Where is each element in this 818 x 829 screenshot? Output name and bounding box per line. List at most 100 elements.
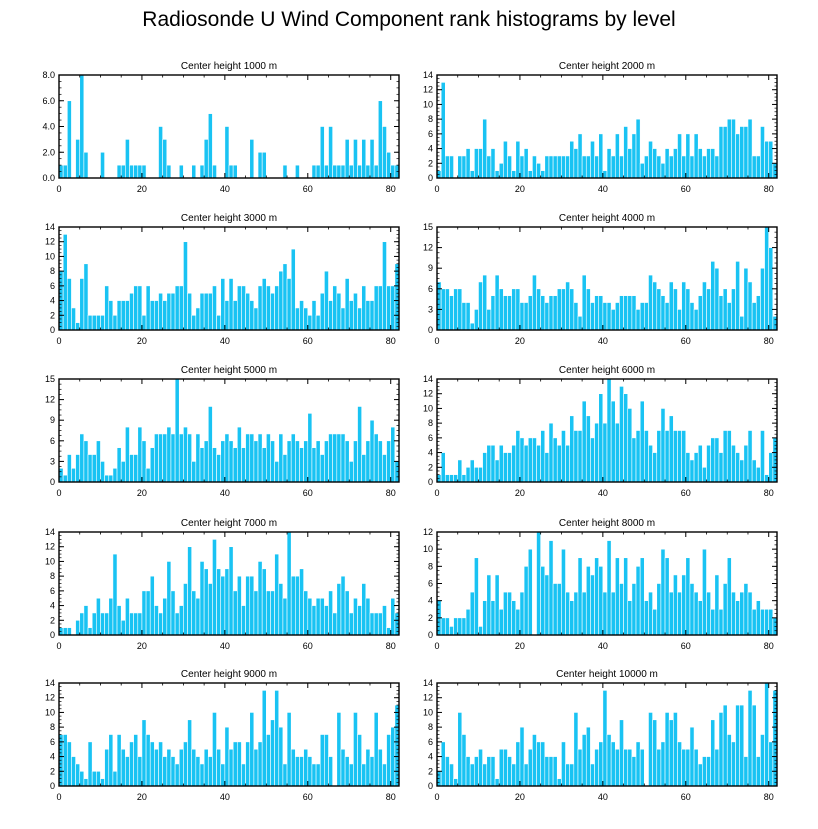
histogram-bar: [602, 690, 608, 787]
histogram-bar: [623, 295, 629, 331]
x-tick-label: 0: [56, 336, 61, 346]
histogram-bar: [619, 386, 624, 483]
histogram-bar: [344, 139, 350, 179]
histogram-bar: [133, 612, 139, 636]
histogram-bar: [66, 627, 72, 636]
histogram-bar: [743, 583, 749, 636]
histogram-bar: [62, 474, 68, 483]
histogram-bar: [386, 734, 392, 787]
histogram-bar: [606, 540, 612, 636]
histogram-bar: [274, 553, 280, 636]
histogram-bar: [614, 422, 620, 483]
y-tick-label: 8.0: [42, 70, 55, 80]
histogram-bar: [332, 164, 338, 179]
histogram-bar: [257, 433, 263, 483]
histogram-bar: [494, 778, 500, 787]
histogram-bar: [648, 444, 653, 483]
histogram-bar: [660, 741, 666, 787]
histogram-bar: [581, 274, 587, 331]
histogram-bar: [755, 756, 761, 787]
histogram-bar: [602, 591, 608, 636]
histogram-bar: [170, 590, 176, 636]
y-tick-label: 9: [428, 263, 433, 273]
histogram-bar: [377, 440, 383, 483]
histogram-bar: [253, 748, 259, 787]
histogram-bar: [681, 155, 687, 179]
histogram-bar: [307, 597, 313, 636]
histogram-bar: [257, 741, 263, 787]
y-tick-label: 12: [45, 237, 55, 247]
histogram-bar: [677, 133, 682, 179]
x-tick-label: 80: [386, 792, 396, 802]
histogram-bar: [606, 302, 612, 331]
histogram-bar: [697, 763, 703, 787]
histogram-bar: [311, 605, 317, 636]
y-tick-label: 2: [50, 615, 55, 625]
histogram-bar: [191, 314, 197, 331]
histogram-bar: [286, 531, 292, 636]
histogram-bar: [348, 612, 354, 636]
histogram-bar: [365, 164, 371, 179]
histogram-bar: [648, 591, 653, 636]
histogram-bar: [79, 612, 85, 636]
histogram-bar: [515, 741, 521, 787]
histogram-bar: [340, 164, 346, 179]
histogram-bar: [79, 74, 85, 179]
y-tick-label: 10: [45, 707, 55, 717]
histogram-bar: [482, 118, 488, 179]
histogram-bar: [303, 748, 309, 787]
histogram-bar: [498, 748, 504, 787]
histogram-bar: [585, 726, 591, 787]
histogram-bar: [710, 608, 716, 636]
histogram-bar: [149, 575, 155, 636]
histogram-bar: [340, 575, 346, 636]
histogram-bar: [453, 474, 459, 483]
histogram-bar: [278, 433, 284, 483]
histogram-bar: [324, 440, 329, 483]
histogram-bar: [544, 302, 550, 331]
y-tick-label: 12: [423, 85, 433, 95]
histogram-bar: [577, 748, 583, 787]
histogram-bar: [149, 741, 155, 787]
histogram-bar: [75, 619, 81, 636]
histogram-bar: [515, 430, 521, 483]
histogram-bar: [183, 583, 188, 636]
histogram-bar: [490, 756, 496, 787]
histogram-bar: [697, 148, 703, 179]
histogram-bar: [585, 415, 591, 483]
histogram-bar: [79, 770, 85, 787]
histogram-bar: [569, 415, 575, 483]
histogram-bar: [735, 704, 740, 787]
histogram-bar: [768, 140, 774, 179]
histogram-bar: [286, 712, 292, 787]
histogram-bar: [357, 734, 362, 787]
histogram-bar: [619, 155, 624, 179]
histogram-bar: [71, 467, 76, 483]
histogram-bar: [552, 437, 558, 483]
y-tick-label: 12: [45, 693, 55, 703]
histogram-bar: [336, 292, 342, 331]
histogram-bar: [536, 741, 541, 787]
histogram-bar: [656, 583, 662, 636]
x-tick-label: 40: [598, 641, 608, 651]
histogram-bar: [71, 307, 76, 331]
y-tick-label: 0: [50, 325, 55, 335]
histogram-bar: [253, 307, 259, 331]
histogram-bar: [689, 726, 695, 787]
histogram-bar: [145, 285, 151, 331]
histogram-bar: [532, 274, 537, 331]
histogram-bar: [706, 756, 711, 787]
histogram-bar: [465, 756, 471, 787]
histogram-bar: [614, 748, 620, 787]
histogram-bar: [324, 270, 329, 331]
histogram-bar: [457, 712, 463, 787]
histogram-bar: [249, 139, 255, 179]
y-tick-label: 8: [50, 266, 55, 276]
x-tick-label: 0: [56, 184, 61, 194]
histogram-bar: [286, 278, 292, 331]
histogram-bar: [590, 763, 595, 787]
histogram-bar: [469, 591, 475, 636]
histogram-bar: [129, 454, 134, 483]
y-tick-label: 9: [50, 415, 55, 425]
